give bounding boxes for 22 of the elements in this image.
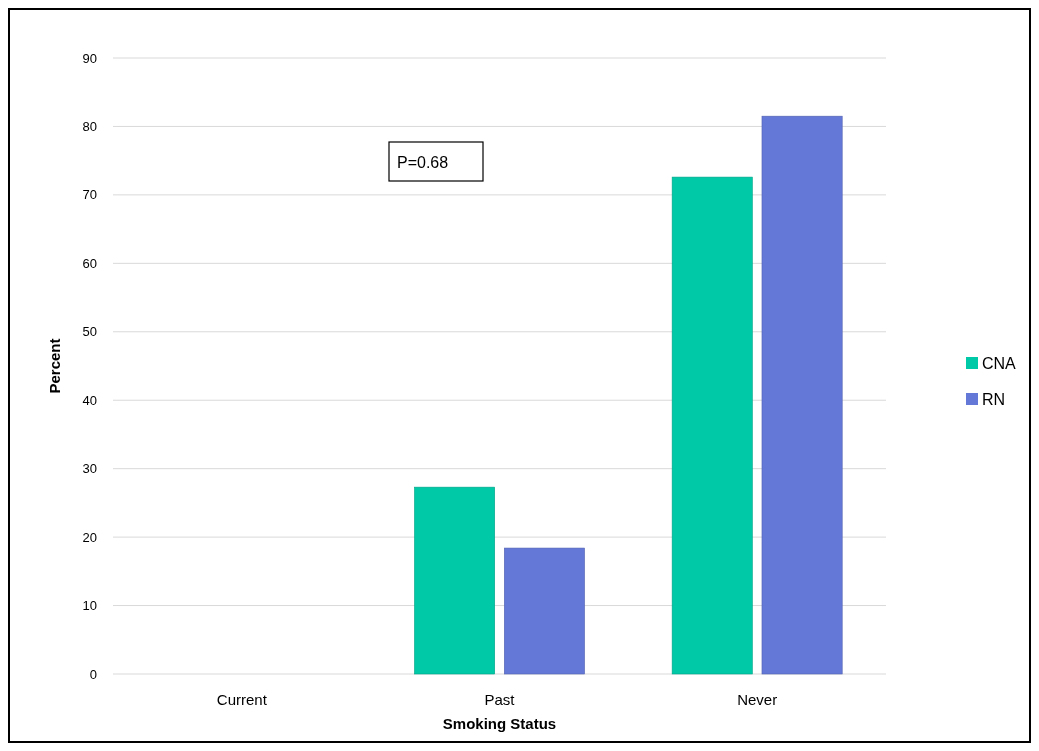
bar bbox=[761, 115, 843, 675]
legend-label: CNA bbox=[982, 354, 1017, 372]
y-tick-label: 50 bbox=[82, 324, 97, 340]
y-tick-label: 30 bbox=[82, 461, 97, 477]
bar bbox=[671, 176, 753, 675]
y-tick-label: 80 bbox=[82, 118, 97, 134]
x-tick-label: Current bbox=[216, 691, 268, 708]
x-axis-title: Smoking Status bbox=[442, 715, 557, 732]
y-tick-label: 60 bbox=[82, 255, 97, 271]
legend-label: RN bbox=[982, 390, 1006, 408]
y-tick-label: 70 bbox=[82, 187, 97, 203]
y-tick-label: 20 bbox=[82, 529, 97, 545]
y-tick-label: 10 bbox=[82, 598, 97, 614]
x-tick-label: Past bbox=[484, 691, 516, 708]
bar bbox=[504, 547, 585, 675]
y-tick-label: 0 bbox=[89, 666, 97, 682]
bar bbox=[414, 486, 495, 675]
x-tick-label: Never bbox=[737, 691, 778, 708]
annotation: P=0.68 bbox=[397, 153, 449, 171]
y-tick-label: 90 bbox=[82, 50, 97, 66]
y-axis-title: Percent bbox=[46, 338, 63, 394]
y-tick-label: 40 bbox=[82, 392, 97, 408]
